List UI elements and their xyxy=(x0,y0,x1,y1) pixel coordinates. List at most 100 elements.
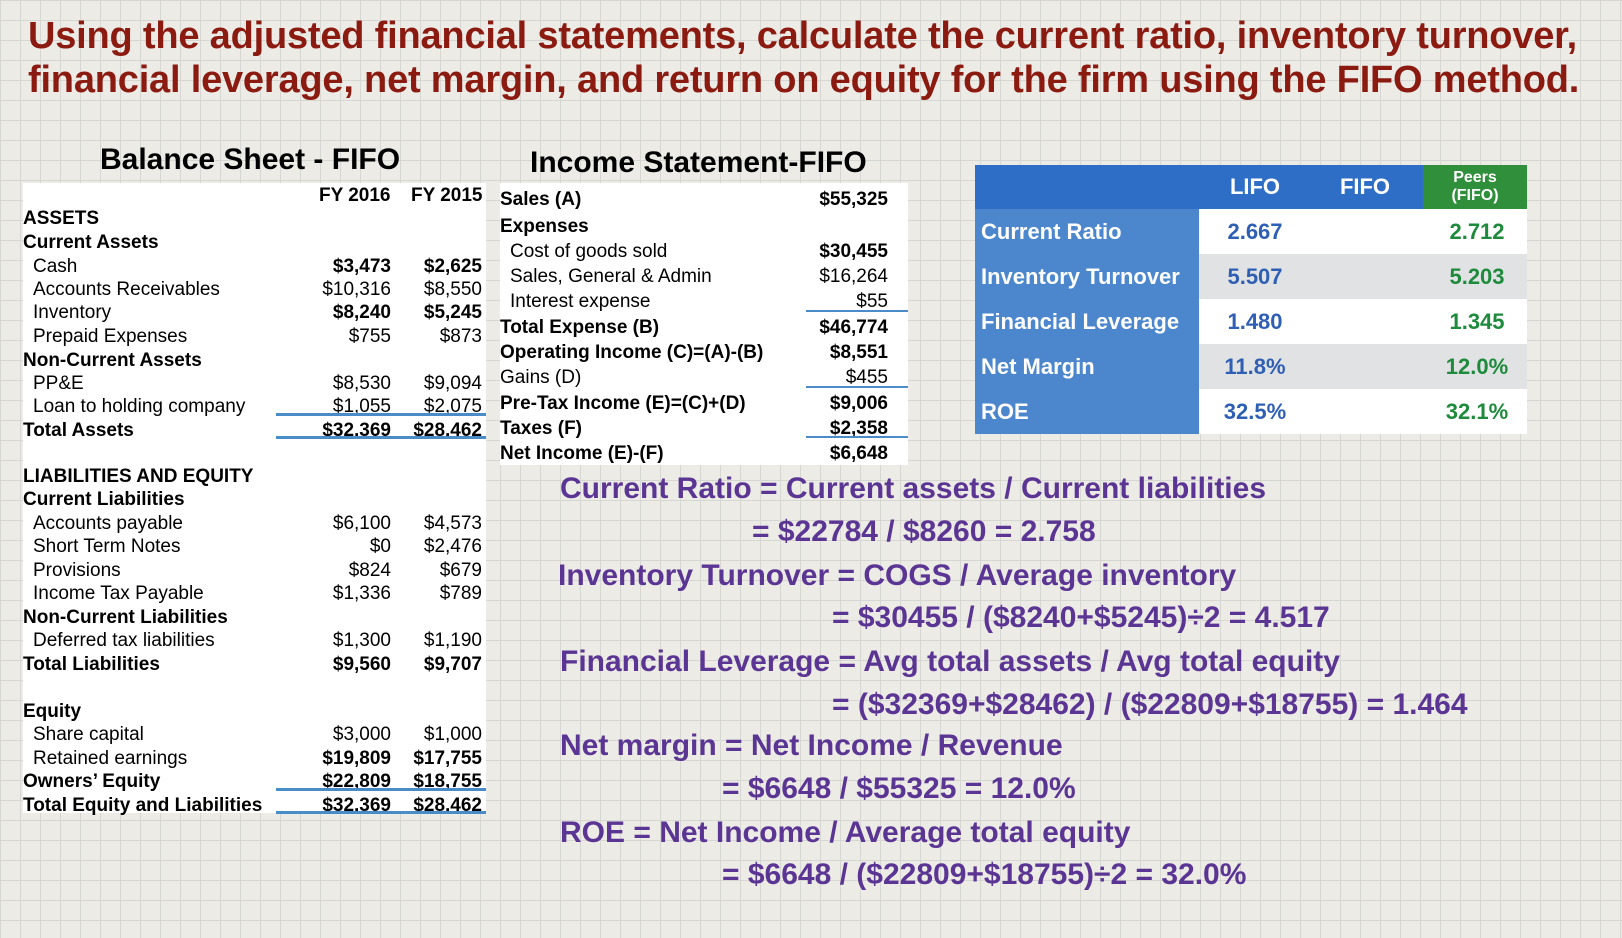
bs-value-2016: $1,336 xyxy=(332,583,391,604)
bs-value-2016: $3,473 xyxy=(332,256,391,277)
bs-row: LIABILITIES AND EQUITY xyxy=(23,465,486,489)
bs-row: Accounts payable $6,100 $4,573 xyxy=(23,512,486,536)
header-peers-line2: (FIFO) xyxy=(1451,187,1499,204)
lifo-value: 32.5% xyxy=(1223,399,1287,424)
bs-row: Non-Current Assets xyxy=(23,349,486,373)
bs-value-2016: $1,300 xyxy=(332,630,391,651)
is-row-label: Sales (A) xyxy=(500,189,582,210)
bs-row: ASSETS xyxy=(23,207,486,231)
bs-col-fy2015: FY 2015 xyxy=(411,185,483,206)
bs-row-label: Cash xyxy=(33,256,78,277)
bs-row-label: Provisions xyxy=(33,560,121,581)
subtotal-rule xyxy=(806,310,908,312)
ratio-label-net-margin: Net Margin xyxy=(975,344,1199,389)
peers-value: 12.0% xyxy=(1445,354,1509,379)
bs-value-2016: $19,809 xyxy=(322,748,391,769)
row-bg xyxy=(1199,389,1527,434)
ratio-label-inventory-turnover: Inventory Turnover xyxy=(975,254,1199,299)
is-row-value: $46,774 xyxy=(819,317,888,338)
bs-row: Equity xyxy=(23,700,486,724)
bs-value-2015: $1,190 xyxy=(423,630,482,651)
bs-row-label: Current Liabilities xyxy=(23,489,185,510)
bs-row: Accounts Receivables $10,316 $8,550 xyxy=(23,278,486,302)
is-row: Cost of goods sold $30,455 xyxy=(500,240,908,264)
bs-value-2015: $873 xyxy=(439,326,482,347)
is-row-label: Interest expense xyxy=(510,291,651,312)
bs-row: Retained earnings $19,809 $17,755 xyxy=(23,747,486,771)
lifo-value: 2.667 xyxy=(1227,219,1283,244)
bs-row-label: Total Assets xyxy=(23,420,134,441)
ratio-table-header xyxy=(975,165,1423,209)
bs-row-label: Total Equity and Liabilities xyxy=(23,795,263,816)
is-row: Interest expense $55 xyxy=(500,290,908,314)
bs-row: PP&E $8,530 $9,094 xyxy=(23,372,486,396)
lifo-value: 5.507 xyxy=(1227,264,1283,289)
bs-value-2015: $9,707 xyxy=(423,654,482,675)
bs-row: Total Liabilities $9,560 $9,707 xyxy=(23,653,486,677)
is-row-label: Expenses xyxy=(500,216,589,237)
balance-sheet-heading: Balance Sheet - FIFO xyxy=(100,143,401,176)
income-statement-heading: Income Statement-FIFO xyxy=(530,146,867,179)
bs-row: Short Term Notes $0 $2,476 xyxy=(23,535,486,559)
peers-value: 1.345 xyxy=(1449,309,1505,334)
header-peers: Peers (FIFO) xyxy=(1423,165,1527,209)
is-row: Gains (D) $455 xyxy=(500,366,908,390)
bs-value-2016: $1,055 xyxy=(332,396,391,417)
title-line-1: Using the adjusted financial statements,… xyxy=(28,15,1578,57)
bs-row: Inventory $8,240 $5,245 xyxy=(23,301,486,325)
is-row-value: $9,006 xyxy=(829,393,888,414)
bs-row: Current Assets xyxy=(23,231,486,255)
is-row-label: Gains (D) xyxy=(500,367,582,388)
peers-value: 5.203 xyxy=(1449,264,1505,289)
bs-row-label: Income Tax Payable xyxy=(33,583,204,604)
bs-row: Income Tax Payable $1,336 $789 xyxy=(23,582,486,606)
row-bg xyxy=(1199,344,1527,389)
is-row-value: $30,455 xyxy=(819,241,888,262)
total-rule xyxy=(276,811,486,814)
bs-value-2015: $2,625 xyxy=(423,256,482,277)
ratio-label-roe: ROE xyxy=(975,389,1199,434)
row-bg xyxy=(1199,254,1527,299)
is-row-value: $6,648 xyxy=(829,443,888,464)
bs-row-label: Non-Current Liabilities xyxy=(23,607,228,628)
peers-value: 32.1% xyxy=(1445,399,1509,424)
subtotal-rule xyxy=(806,436,908,438)
bs-row-label: Loan to holding company xyxy=(33,396,246,417)
bs-value-2016: $10,316 xyxy=(322,279,391,300)
bs-value-2016: $8,240 xyxy=(332,302,391,323)
bs-row: Current Liabilities xyxy=(23,488,486,512)
is-row: Pre-Tax Income (E)=(C)+(D) $9,006 xyxy=(500,392,908,416)
formula-roe-calc: = $6648 / ($22809+$18755)÷2 = 32.0% xyxy=(722,858,1247,891)
bs-value-2016: $755 xyxy=(348,326,391,347)
bs-value-2016: $6,100 xyxy=(332,513,391,534)
formula-inventory-turnover: Inventory Turnover = COGS / Average inve… xyxy=(558,559,1237,592)
peers-value: 2.712 xyxy=(1449,219,1505,244)
bs-row-label: Non-Current Assets xyxy=(23,350,202,371)
bs-row-label: Deferred tax liabilities xyxy=(33,630,215,651)
bs-row-label: PP&E xyxy=(33,373,84,394)
bs-row: Total Equity and Liabilities $32,369 $28,4… xyxy=(23,794,486,818)
is-row-value: $55,325 xyxy=(819,189,888,210)
is-row: Total Expense (B) $46,774 xyxy=(500,316,908,340)
row-bg xyxy=(1199,209,1527,254)
is-row-label: Operating Income (C)=(A)-(B) xyxy=(500,342,764,363)
bs-row-label: Short Term Notes xyxy=(33,536,181,557)
bs-row: Prepaid Expenses $755 $873 xyxy=(23,325,486,349)
is-row-value: $8,551 xyxy=(829,342,888,363)
is-row: Sales (A) $55,325 xyxy=(500,188,908,212)
ratio-label-current-ratio: Current Ratio xyxy=(975,209,1199,254)
bs-row: Total Assets $32,369 $28,462 xyxy=(23,419,486,443)
bs-value-2015: $8,550 xyxy=(423,279,482,300)
formula-current-ratio-calc: = $22784 / $8260 = 2.758 xyxy=(752,515,1096,548)
is-row-label: Net Income (E)-(F) xyxy=(500,443,664,464)
is-row: Operating Income (C)=(A)-(B) $8,551 xyxy=(500,341,908,365)
subtotal-rule xyxy=(276,788,486,791)
is-row-label: Cost of goods sold xyxy=(510,241,668,262)
bs-row-label: LIABILITIES AND EQUITY xyxy=(23,466,254,487)
bs-row: Deferred tax liabilities $1,300 $1,190 xyxy=(23,629,486,653)
bs-value-2015: $28,462 xyxy=(413,795,482,816)
bs-value-2016: $22,809 xyxy=(322,771,391,792)
bs-value-2015: $679 xyxy=(439,560,482,581)
is-row: Net Income (E)-(F) $6,648 xyxy=(500,442,908,466)
bs-col-fy2016: FY 2016 xyxy=(319,185,391,206)
